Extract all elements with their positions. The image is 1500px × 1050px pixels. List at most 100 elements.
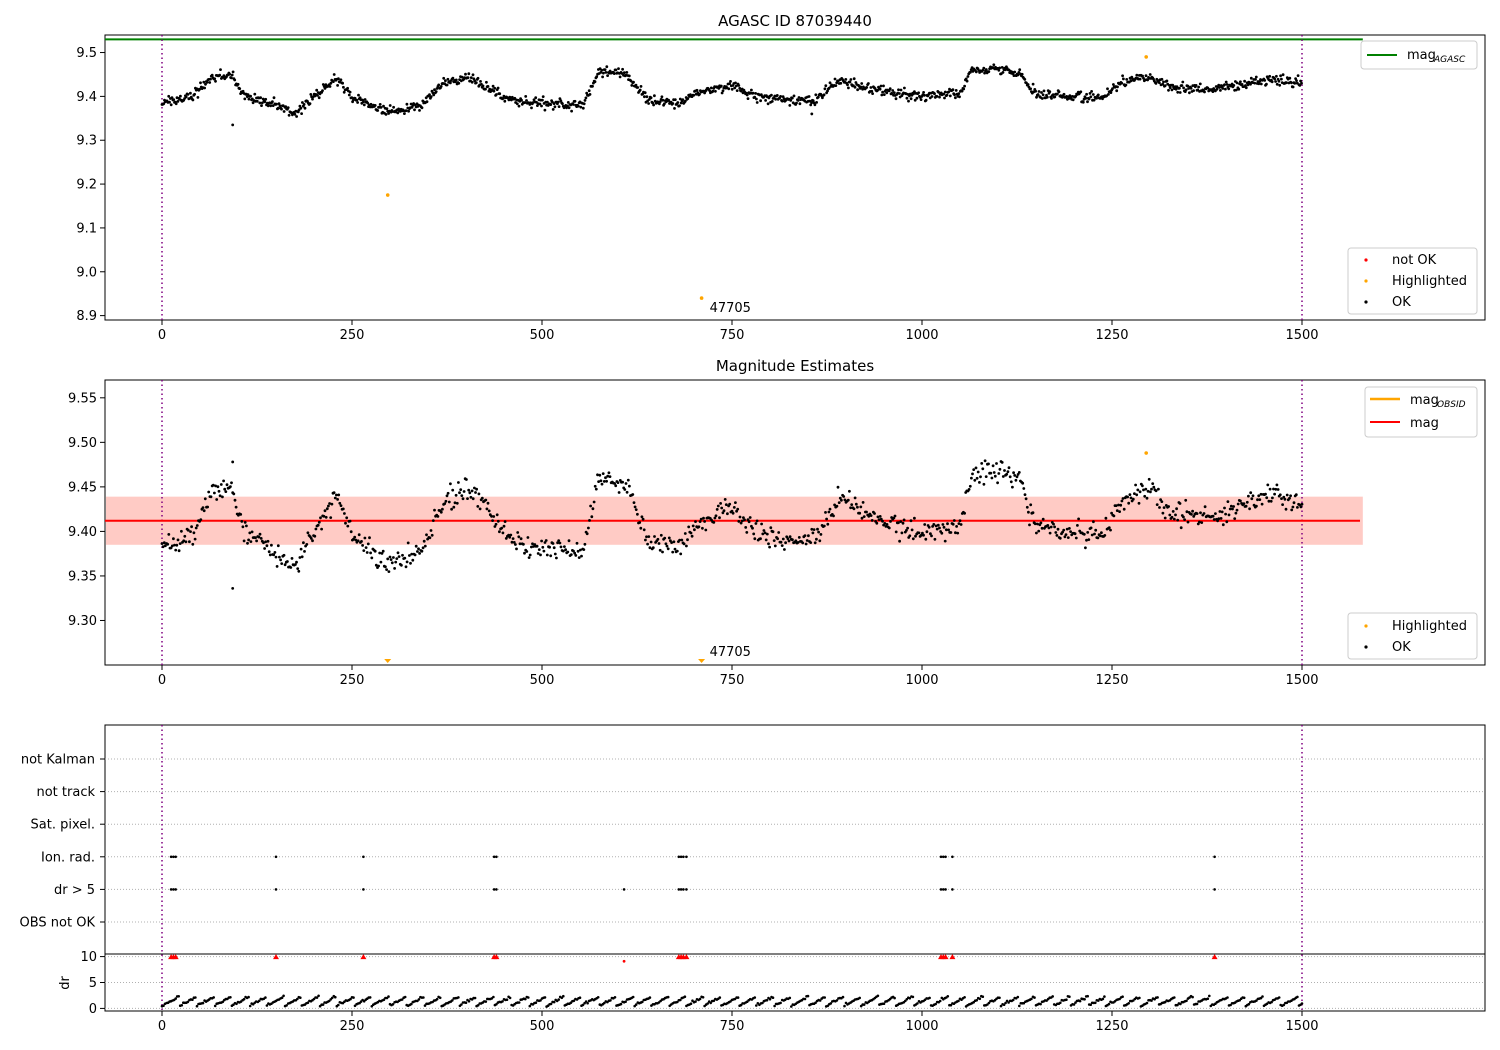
ok-point [1249, 491, 1253, 495]
dr-clipped-marker [683, 954, 690, 960]
ok-point [470, 489, 474, 493]
ok-point [219, 483, 223, 486]
ok-point [911, 537, 915, 541]
ok-point [628, 484, 631, 488]
ok-point [431, 519, 435, 522]
dr-point [1030, 997, 1033, 1001]
ok-point [633, 505, 637, 509]
ok-point [575, 541, 579, 545]
ok-point [1288, 496, 1291, 500]
ok-point [386, 557, 390, 561]
ok-point [634, 83, 638, 87]
ok-point [1096, 93, 1100, 97]
ok-point [764, 99, 767, 102]
ok-point [250, 530, 254, 534]
ok-point [413, 108, 416, 112]
ok-point [189, 530, 192, 533]
ok-point [1296, 74, 1300, 77]
ok-point [1299, 505, 1303, 509]
flag-point [1213, 888, 1216, 891]
ok-point [305, 543, 309, 546]
ok-point [164, 544, 167, 548]
ok-point [1138, 490, 1142, 494]
ok-point [1084, 96, 1088, 100]
dr-point [1089, 1003, 1092, 1006]
ok-point [378, 551, 382, 555]
ok-point [784, 541, 787, 545]
ok-point [217, 489, 221, 493]
ok-point [1133, 492, 1136, 495]
ok-point [498, 530, 501, 534]
ok-point [373, 104, 377, 107]
ok-point [718, 516, 721, 520]
panel-agasc-annotation: 47705 [710, 301, 751, 316]
ok-point [643, 95, 646, 99]
ok-point [712, 521, 716, 524]
ok-point [734, 84, 738, 88]
ok-point [807, 534, 810, 538]
highlighted-point [1144, 55, 1148, 59]
flag-row-label: Ion. rad. [41, 850, 95, 865]
ok-point [420, 106, 424, 110]
ok-point [541, 545, 545, 549]
ok-point [1233, 517, 1237, 520]
ok-point [1295, 79, 1298, 82]
ok-point [956, 531, 960, 535]
ok-point [899, 520, 903, 523]
ok-point [685, 544, 688, 548]
y-tick-label: 5 [89, 976, 97, 991]
ok-point [308, 102, 312, 105]
ok-point [621, 67, 624, 71]
x-tick-label: 1500 [1285, 1019, 1318, 1034]
ok-point [1056, 92, 1059, 96]
ok-point [865, 86, 869, 89]
ok-point [1149, 490, 1152, 494]
ok-point [801, 541, 805, 545]
ok-point [974, 70, 978, 74]
ok-point [1094, 528, 1098, 532]
ok-point [333, 496, 337, 500]
ok-point [241, 89, 245, 93]
ok-point [172, 537, 175, 541]
dr-point [998, 996, 1001, 1000]
ok-point [377, 564, 380, 568]
ok-point [856, 505, 859, 509]
dr-point [841, 995, 845, 999]
ok-point [378, 103, 382, 106]
y-tick-label: 9.5 [76, 46, 97, 61]
legend-highlighted-marker [1364, 279, 1368, 283]
ok-point [593, 484, 597, 488]
ok-point [1248, 507, 1251, 511]
ok-point [1246, 83, 1250, 87]
ok-point [213, 77, 217, 81]
ok-point [943, 90, 947, 94]
ok-point [814, 93, 818, 97]
ok-point [847, 86, 850, 90]
ok-point [1293, 81, 1297, 85]
ok-point [576, 104, 580, 108]
dr-point [422, 996, 425, 999]
ok-point [1048, 90, 1052, 94]
dr-point [242, 997, 246, 1001]
dr-point [460, 1003, 463, 1006]
ok-point [572, 549, 575, 553]
ok-point [1235, 81, 1239, 85]
dr-point [321, 1003, 325, 1006]
dr-point [631, 995, 635, 999]
ok-point [303, 550, 306, 553]
ok-point [942, 525, 946, 529]
ok-point [1211, 514, 1215, 518]
ok-point [998, 66, 1002, 70]
dr-point [517, 1001, 521, 1004]
ok-point [1282, 495, 1286, 499]
dr-clipped-marker [172, 954, 179, 960]
ok-point [755, 97, 758, 101]
ok-point [559, 545, 563, 549]
ok-point [636, 86, 640, 89]
ok-point [437, 83, 441, 87]
ok-point [432, 93, 436, 97]
ok-point [1172, 517, 1176, 521]
dr-point [803, 997, 807, 1001]
ok-point [766, 102, 770, 106]
